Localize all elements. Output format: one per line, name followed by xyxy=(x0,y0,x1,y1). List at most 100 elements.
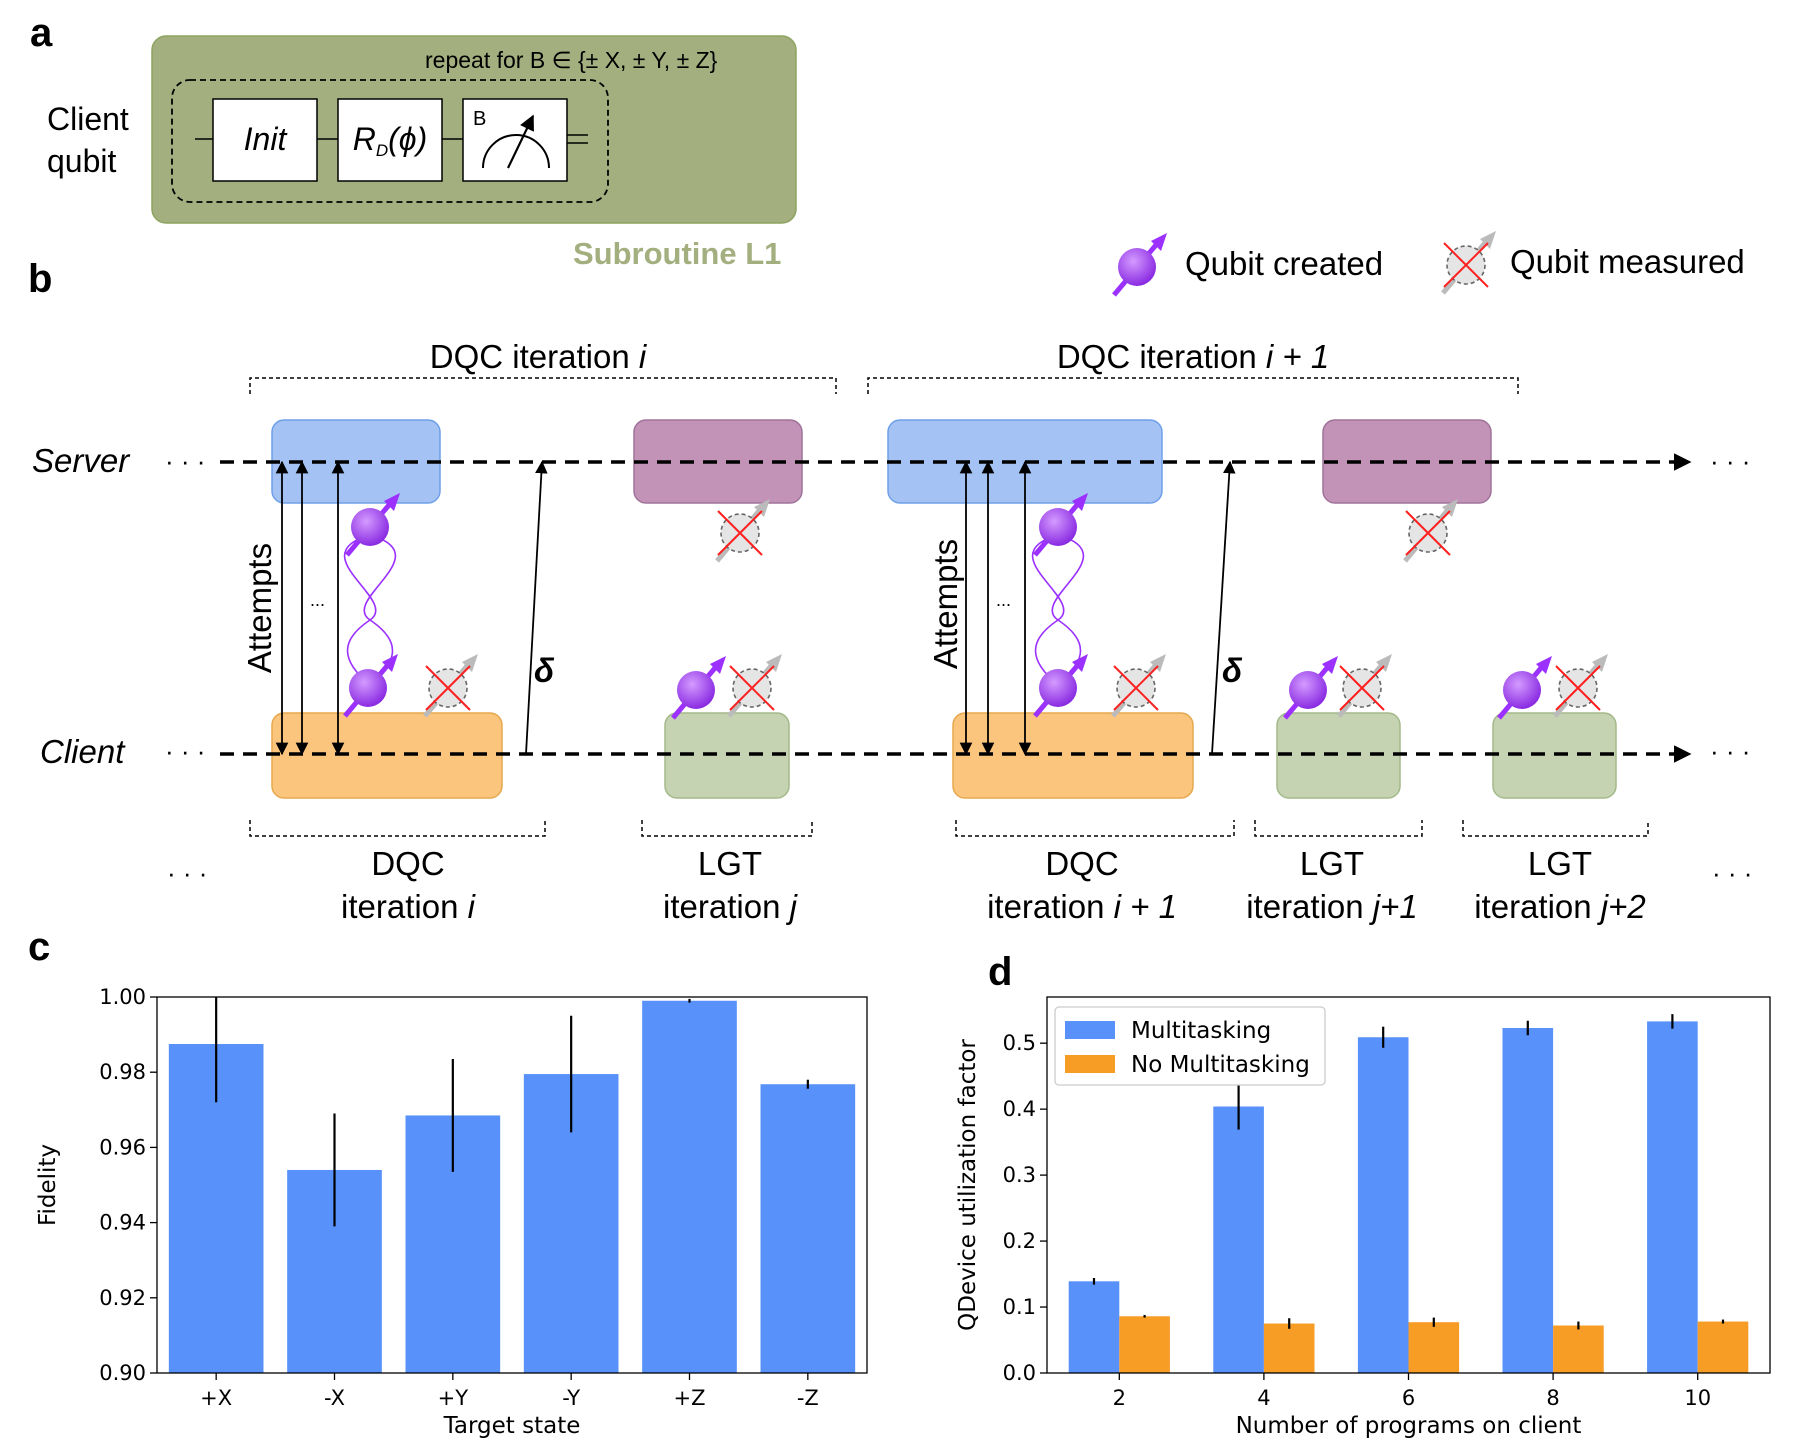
bottom-label-5: LGT iteration j+2 xyxy=(1474,845,1646,925)
bottom-label-2: LGT iteration j xyxy=(663,845,799,925)
top-bracket-1-label: DQC iteration i xyxy=(430,338,648,375)
axes-frame xyxy=(156,996,868,1374)
bottom-bracket-2 xyxy=(641,820,813,837)
svg-text:iteration j+2: iteration j+2 xyxy=(1474,888,1646,925)
meter-needle-icon xyxy=(507,114,534,169)
legend-qubit-measured-label: Qubit measured xyxy=(1510,243,1745,280)
client-ellipsis-right: · · · xyxy=(1710,736,1750,766)
gate-init-label: Init xyxy=(244,121,288,157)
gate-measurement-basis: B xyxy=(473,108,486,130)
qubit-measured-icon xyxy=(425,654,478,716)
y-tick-label: 0.0 xyxy=(1003,1361,1036,1385)
x-tick-label: 2 xyxy=(1113,1386,1126,1410)
repeat-loop-box xyxy=(171,79,609,203)
x-tick-label: -Z xyxy=(797,1386,819,1410)
svg-text:iteration i: iteration i xyxy=(341,888,477,925)
legend-label: No Multitasking xyxy=(1131,1052,1310,1078)
svg-text:DQC: DQC xyxy=(1045,845,1118,882)
client-qubit-label-1: Client xyxy=(47,101,129,137)
qubit-measured-icon xyxy=(1555,654,1608,716)
bottom-bracket-3 xyxy=(955,820,1235,837)
entanglement-link xyxy=(1031,534,1085,686)
meter-icon xyxy=(482,134,550,169)
y-tick-label: 0.98 xyxy=(99,1060,146,1084)
svg-text:LGT: LGT xyxy=(1528,845,1592,882)
fidelity-chart: 0.90 0.92 0.94 0.96 0.98 1.00 +X -X +Y -Y +Z -Z Targ… xyxy=(35,985,868,1439)
qubit-measured-icon xyxy=(729,654,782,716)
bottom-bracket-4 xyxy=(1254,820,1423,837)
qubit-measured-icon xyxy=(1113,654,1166,716)
qubit-created-icon xyxy=(1499,656,1552,718)
qubit-created-icon xyxy=(673,656,726,718)
bar-multitasking-6 xyxy=(1357,1037,1409,1373)
top-bracket-1 xyxy=(249,377,837,394)
panel-label-c: c xyxy=(28,925,50,969)
repeat-text: repeat for B ∈ {± X, ± Y, ± Z} xyxy=(425,47,718,73)
x-axis-label: Number of programs on client xyxy=(1236,1413,1582,1439)
bar-multitasking-4 xyxy=(1213,1106,1264,1373)
bottom-bracket-1 xyxy=(249,820,546,837)
x-tick-label: -Y xyxy=(562,1386,580,1410)
y-tick-label: 0.94 xyxy=(99,1211,146,1235)
utilization-chart: 0.0 0.1 0.2 0.3 0.4 0.5 2 4 6 8 10 Number of progra… xyxy=(955,996,1771,1439)
dots-label: ... xyxy=(310,590,325,610)
legend-swatch xyxy=(1065,1021,1115,1039)
y-tick-label: 0.5 xyxy=(1003,1031,1036,1055)
qubit-created-icon xyxy=(1285,656,1338,718)
svg-text:iteration i + 1: iteration i + 1 xyxy=(987,888,1177,925)
legend-swatch xyxy=(1065,1055,1115,1073)
y-tick-label: 0.92 xyxy=(99,1286,146,1310)
top-bracket-2 xyxy=(867,377,1519,394)
delta-label: δ xyxy=(534,652,555,689)
client-ellipsis-left: · · · xyxy=(165,736,205,766)
qubit-measured-icon xyxy=(1405,499,1458,561)
delta-arrow xyxy=(1211,460,1236,755)
legend-label: Multitasking xyxy=(1131,1018,1271,1044)
client-qubit-label-2: qubit xyxy=(47,143,117,179)
y-tick-label: 0.90 xyxy=(99,1361,146,1385)
gate-rotation-label: RD(ϕ) xyxy=(353,121,428,160)
legend-box xyxy=(1054,1006,1326,1086)
y-tick-label: 0.2 xyxy=(1003,1229,1036,1253)
server-label: Server xyxy=(32,442,131,479)
top-bracket-2-label: DQC iteration i + 1 xyxy=(1057,338,1329,375)
x-tick-label: 4 xyxy=(1257,1386,1270,1410)
delta-arrow xyxy=(525,460,548,755)
delta-label: δ xyxy=(1222,652,1243,689)
legend-qubit-created: Qubit created xyxy=(1114,233,1383,295)
x-tick-label: -X xyxy=(324,1386,345,1410)
bar-no-multitasking-6 xyxy=(1408,1322,1460,1373)
svg-text:iteration j: iteration j xyxy=(663,888,799,925)
svg-text:iteration j+1: iteration j+1 xyxy=(1246,888,1418,925)
x-axis-label: Target state xyxy=(443,1413,581,1439)
gate-rotation xyxy=(337,98,443,182)
panel-b: DQC iteration i DQC iteration i + 1 Serv… xyxy=(32,338,1752,925)
bottom-label-4: LGT iteration j+1 xyxy=(1246,845,1418,925)
bottom-label-3: DQC iteration i + 1 xyxy=(987,845,1177,925)
y-tick-label: 0.96 xyxy=(99,1135,146,1159)
bar-multitasking-10 xyxy=(1647,1021,1698,1373)
svg-text:LGT: LGT xyxy=(698,845,762,882)
attempts-label: Attempts xyxy=(241,543,278,673)
legend-qubit-created-label: Qubit created xyxy=(1185,245,1383,282)
bar-no-multitasking-8 xyxy=(1553,1325,1604,1373)
y-tick-label: 1.00 xyxy=(99,985,146,1009)
qubit-created-icon xyxy=(1035,654,1088,716)
bar-+Z xyxy=(642,1000,737,1373)
client-label: Client xyxy=(40,733,126,770)
panel-label-a: a xyxy=(30,11,53,55)
y-axis-label: Fidelity xyxy=(35,1144,61,1226)
legend-qubit-measured: Qubit measured xyxy=(1443,231,1745,293)
bottom-label-1: DQC iteration i xyxy=(341,845,477,925)
bar-no-multitasking-10 xyxy=(1697,1321,1749,1373)
panel-label-d: d xyxy=(988,950,1012,994)
y-tick-label: 0.4 xyxy=(1003,1097,1036,1121)
x-tick-label: +X xyxy=(200,1386,232,1410)
gate-init xyxy=(212,98,318,182)
panel-label-b: b xyxy=(28,257,52,301)
x-tick-label: 8 xyxy=(1546,1386,1559,1410)
x-tick-label: +Y xyxy=(438,1386,469,1410)
y-tick-label: 0.3 xyxy=(1003,1163,1036,1187)
bottom-ellipsis-right: · · · xyxy=(1712,858,1752,888)
panel-a: repeat for B ∈ {± X, ± Y, ± Z} Client qu… xyxy=(47,35,797,271)
